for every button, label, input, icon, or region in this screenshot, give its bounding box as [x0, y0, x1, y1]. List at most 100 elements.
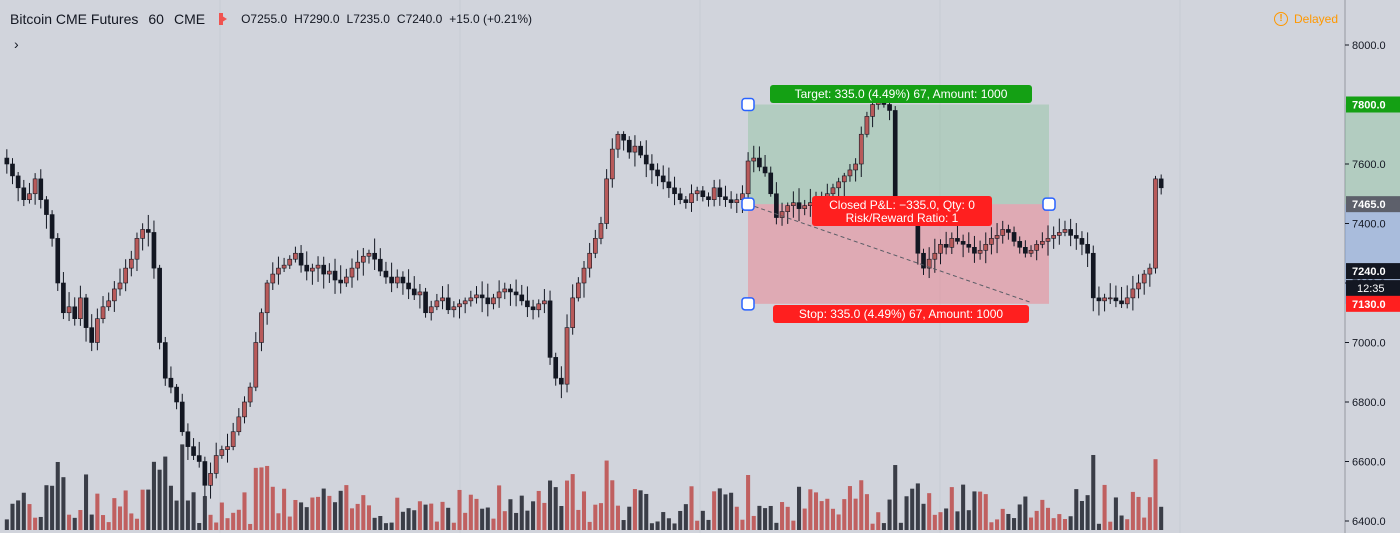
candle-body: [841, 175, 847, 183]
candle-body: [49, 214, 55, 239]
price-tick-label: 7400.0: [1352, 219, 1386, 231]
candle-body: [808, 202, 813, 206]
volume-bar: [304, 507, 309, 530]
candle-body: [592, 238, 598, 254]
candle-body: [926, 258, 932, 269]
volume-bar: [638, 490, 643, 530]
candle-body: [1017, 241, 1023, 248]
volume-bar: [16, 500, 21, 530]
volume-bar: [327, 495, 332, 530]
volume-bar: [349, 508, 355, 530]
volume-bar: [751, 515, 756, 530]
candle-body: [938, 244, 943, 254]
volume-bar: [972, 491, 977, 530]
volume-bar: [412, 510, 417, 530]
volume-bar: [717, 488, 722, 530]
volume-bar: [1142, 517, 1147, 530]
volume-bar: [214, 522, 219, 530]
volume-bar: [1012, 518, 1017, 530]
candle-body: [966, 244, 972, 248]
volume-bar: [446, 507, 451, 530]
volume-bar: [531, 501, 536, 530]
volume-bar: [1040, 499, 1045, 530]
candle-body: [1000, 229, 1006, 236]
high-value: 7290.0: [302, 12, 340, 26]
candle-body: [983, 244, 989, 251]
candle-body: [723, 196, 728, 201]
candle-body: [870, 104, 875, 117]
target-label-bg: [770, 85, 1032, 103]
candle-body: [1040, 241, 1045, 245]
candle-body: [117, 282, 123, 290]
candle-body: [547, 300, 553, 358]
volume-bar: [389, 522, 394, 530]
interval[interactable]: 60: [148, 11, 164, 27]
volume-bar: [4, 519, 9, 530]
candle-body: [864, 116, 870, 135]
volume-bar: [474, 498, 479, 530]
volume-bar: [457, 489, 462, 530]
candle-body: [660, 175, 666, 183]
expand-chevron-icon[interactable]: ›: [14, 36, 19, 52]
volume-bar: [468, 494, 473, 530]
volume-bar: [253, 467, 258, 530]
delayed-badge[interactable]: ! Delayed: [1274, 12, 1338, 26]
volume-bar: [508, 499, 513, 530]
candle-body: [253, 342, 259, 388]
rr-text: Risk/Reward Ratio: 1: [846, 211, 959, 225]
candle-body: [576, 282, 581, 299]
volume-bar: [434, 521, 439, 530]
countdown-label: 12:35: [1357, 283, 1385, 295]
volume-bar: [819, 501, 824, 530]
candle-body: [768, 172, 774, 195]
volume-bar: [282, 488, 287, 530]
volume-bar: [332, 502, 338, 530]
volume-bar: [734, 506, 739, 530]
volume-bar: [859, 480, 864, 530]
price-axis[interactable]: 8000.07600.07400.07200.07000.06800.06600…: [1344, 0, 1400, 533]
candle-body: [734, 199, 740, 203]
volume-bar: [1028, 517, 1034, 530]
flag-icon[interactable]: [219, 13, 228, 25]
candle-body: [655, 169, 660, 177]
candle-body: [1130, 288, 1136, 299]
volume-bar: [689, 486, 694, 530]
candle-body: [230, 431, 236, 447]
volume-bar: [400, 511, 405, 530]
candle-body: [717, 187, 723, 198]
candle-body: [344, 276, 349, 284]
volume-bar: [78, 509, 83, 530]
volume-bar: [683, 504, 688, 530]
volume-bar: [706, 519, 711, 530]
candle-body: [570, 297, 576, 328]
candle-body: [400, 276, 406, 284]
stop-label-bg: [773, 305, 1029, 323]
candle-body: [4, 157, 10, 165]
volume-bar: [134, 518, 140, 530]
volume-bar: [740, 519, 745, 530]
volume-bar: [33, 517, 38, 530]
volume-bar: [242, 492, 247, 530]
volume-bar: [1079, 500, 1084, 530]
candle-body: [542, 300, 547, 305]
volume-bar: [887, 499, 892, 530]
volume-bar: [44, 485, 49, 530]
delayed-label: Delayed: [1294, 12, 1339, 26]
position-overlay[interactable]: Target: 335.0 (4.49%) 67, Amount: 1000 St…: [741, 85, 1056, 323]
volume-bar: [89, 514, 94, 530]
volume-bar: [67, 514, 72, 530]
symbol-name[interactable]: Bitcoin CME Futures: [10, 11, 139, 27]
candle-body: [128, 258, 134, 269]
volume-bar: [955, 511, 960, 530]
volume-bar: [553, 487, 558, 530]
candle-body: [683, 199, 689, 203]
volume-bar: [949, 487, 954, 530]
volume-bar: [383, 523, 388, 530]
candle-body: [440, 297, 445, 302]
candle-body: [615, 133, 621, 150]
candle-body: [791, 202, 796, 206]
candle-body: [360, 255, 366, 263]
volume-bar: [1159, 506, 1164, 530]
